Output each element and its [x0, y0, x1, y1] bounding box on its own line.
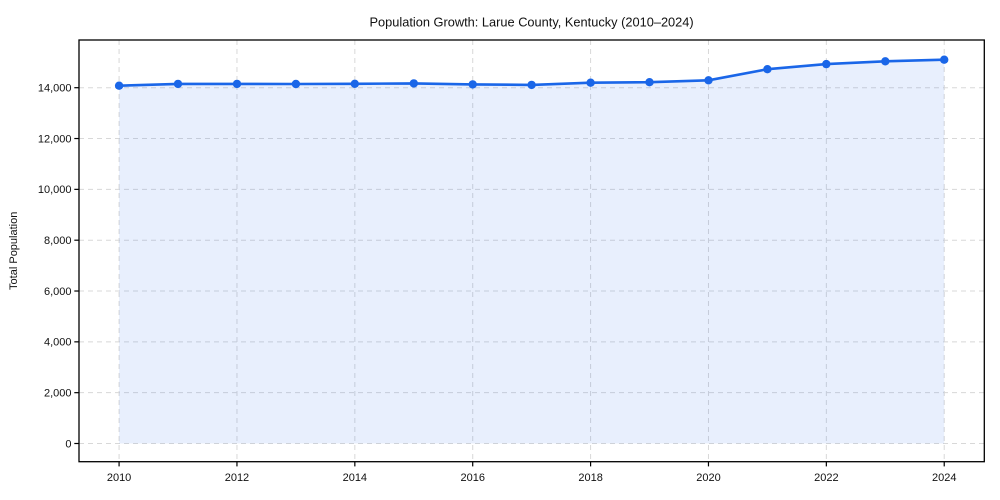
y-tick-label: 12,000 — [38, 133, 72, 145]
area-fill-layer — [119, 59, 945, 444]
y-tick-label: 8,000 — [44, 235, 72, 247]
data-point — [645, 78, 654, 87]
data-point — [763, 65, 772, 74]
series-layer — [114, 55, 949, 90]
y-tick-label: 2,000 — [44, 387, 72, 399]
x-tick-label: 2010 — [107, 472, 131, 484]
x-tick-label: 2018 — [578, 472, 602, 484]
x-tick-label: 2014 — [343, 472, 367, 484]
data-point — [409, 79, 418, 88]
series-area-fill — [119, 59, 945, 444]
chart-title: Population Growth: Larue County, Kentuck… — [370, 15, 694, 30]
y-tick-label: 14,000 — [38, 83, 72, 95]
data-point — [704, 76, 713, 85]
y-tick-label: 4,000 — [44, 337, 72, 349]
data-point — [468, 80, 477, 89]
x-tick-label: 2024 — [932, 472, 956, 484]
x-tick-label: 2020 — [696, 472, 720, 484]
x-tick-label: 2012 — [225, 472, 249, 484]
y-tick-label: 10,000 — [38, 184, 72, 196]
data-point — [350, 79, 359, 89]
plot-border — [78, 39, 985, 463]
data-point — [527, 80, 536, 90]
y-tick-label: 6,000 — [44, 286, 72, 298]
x-tick-label: 2016 — [460, 472, 484, 484]
data-point — [822, 59, 831, 69]
data-point — [232, 79, 242, 89]
tick-layer: 0 2,000 4,000 6,000 8,000 10,000 12,000 14,000 2… — [38, 83, 957, 484]
data-point — [881, 57, 890, 66]
data-point — [114, 81, 124, 90]
data-point — [940, 55, 949, 64]
data-point — [173, 79, 183, 89]
x-tick-label: 2022 — [814, 472, 838, 484]
data-point — [586, 78, 595, 87]
y-axis-label: Total Population — [8, 212, 20, 290]
y-tick-label: 0 — [65, 438, 71, 450]
data-point — [291, 79, 301, 89]
